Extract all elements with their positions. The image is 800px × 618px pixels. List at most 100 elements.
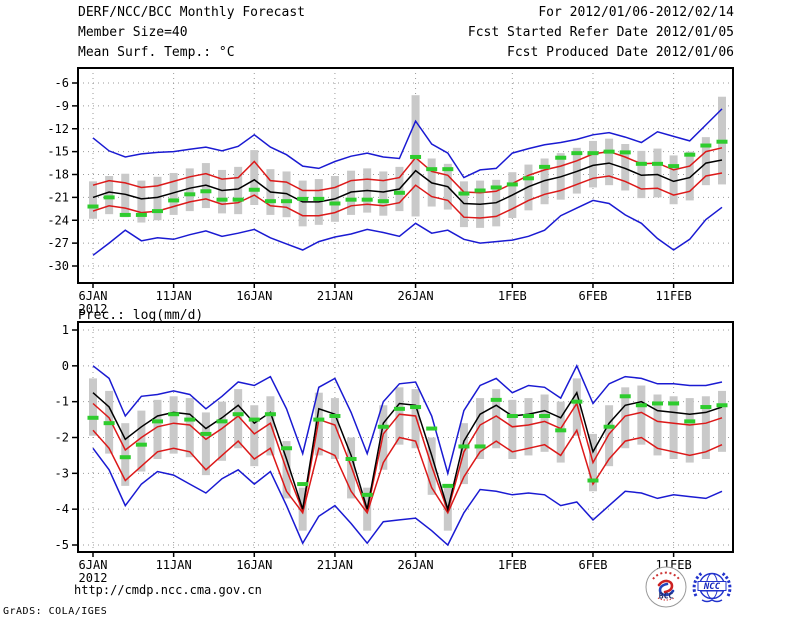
- x-axis-tick-label: 21JAN: [317, 289, 353, 303]
- ensemble-max-line: [92, 108, 723, 179]
- ensemble-spread-bar: [621, 144, 630, 191]
- ensemble-spread-bar: [476, 398, 485, 459]
- ensemble-spread-bar: [669, 155, 678, 205]
- x-axis-tick-label: 6FEB: [579, 289, 608, 303]
- ensemble-spread-bar: [105, 176, 114, 215]
- x-axis-tick-label: 21JAN: [317, 558, 353, 572]
- ncc-logo-text: NCC: [703, 582, 721, 592]
- y-axis-tick-label: -30: [47, 259, 69, 273]
- ncc-logo: NCC: [692, 571, 732, 603]
- temperature-chart-title: Mean Surf. Temp.: °C: [78, 45, 235, 60]
- upper-spread-line: [92, 147, 723, 194]
- y-axis-tick-label: -27: [47, 236, 69, 250]
- ensemble-spread-bar: [411, 389, 420, 449]
- ensemble-mean-line: [92, 159, 723, 205]
- ensemble-spread-bar: [266, 396, 275, 456]
- ensemble-spread-bar: [250, 405, 259, 467]
- ensemble-min-line: [92, 447, 723, 547]
- ensemble-spread-bar: [669, 396, 678, 459]
- lower-spread-line: [92, 172, 723, 219]
- ncc-logo-waves: [701, 599, 723, 603]
- ensemble-spread-bar: [588, 140, 597, 188]
- grads-credit: GrADS: COLA/IGES: [3, 606, 108, 617]
- ensemble-spread-bar: [395, 387, 404, 445]
- y-axis-tick-label: -1: [55, 395, 69, 409]
- y-axis-tick-label: -2: [55, 431, 69, 445]
- ensemble-spread-bar: [169, 396, 178, 454]
- x-axis-tick-label: 11JAN: [156, 558, 192, 572]
- x-axis-tick-label: 26JAN: [398, 289, 434, 303]
- y-axis-tick-label: 1: [62, 323, 69, 337]
- y-axis-tick-label: -15: [47, 145, 69, 159]
- ensemble-spread-bar: [234, 166, 243, 215]
- x-axis-tick-label: 1FEB: [498, 289, 527, 303]
- chart-frame: [77, 321, 734, 553]
- x-axis-tick-label: 6JAN: [79, 558, 108, 572]
- member-size-label: Member Size=40: [78, 25, 188, 40]
- ensemble-spread-bar: [185, 168, 194, 212]
- ensemble-spread-bar: [685, 398, 694, 463]
- upper-spread-line: [92, 401, 723, 514]
- forecast-range-label: For 2012/01/06-2012/02/14: [538, 5, 734, 20]
- ncc-logo-right-wreath: [721, 571, 732, 597]
- ensemble-spread-bar: [653, 394, 662, 456]
- ensemble-spread-bar: [218, 169, 227, 214]
- ensemble-spread-bar: [250, 150, 259, 205]
- ensemble-spread-bar: [685, 151, 694, 201]
- y-axis-tick-label: -21: [47, 190, 69, 204]
- ensemble-spread-bar: [492, 389, 501, 449]
- ensemble-max-line: [92, 364, 723, 477]
- bcc-logo-bottom-arc-text: [657, 597, 675, 601]
- ensemble-spread-bar: [137, 180, 146, 223]
- ensemble-spread-bar: [653, 148, 662, 198]
- x-axis-tick-label: 6JAN: [79, 289, 108, 303]
- ensemble-spread-bar: [540, 394, 549, 452]
- x-axis-tick-label: 1FEB: [498, 558, 527, 572]
- x-axis-year-label: 2012: [79, 571, 108, 585]
- ensemble-spread-bar: [169, 172, 178, 215]
- ensemble-spread-bar: [701, 396, 710, 459]
- bcc-logo-blue-swirl: [658, 582, 675, 597]
- x-axis-tick-label: 16JAN: [236, 289, 272, 303]
- ensemble-spread-bar: [137, 410, 146, 472]
- ensemble-spread-bar: [508, 399, 517, 459]
- x-axis-tick-label: 26JAN: [398, 558, 434, 572]
- ensemble-spread-bar: [718, 390, 726, 452]
- x-axis-tick-label: 16JAN: [236, 558, 272, 572]
- y-axis-tick-label: -6: [55, 76, 69, 90]
- bcc-logo: BCC: [645, 566, 687, 608]
- ensemble-spread-bar: [605, 138, 614, 186]
- ensemble-spread-bar: [201, 412, 210, 476]
- ensemble-spread-bar: [637, 385, 646, 445]
- ensemble-spread-bar: [701, 137, 710, 186]
- ensemble-spread-bar: [605, 405, 614, 467]
- x-axis-tick-label: 11JAN: [156, 289, 192, 303]
- y-axis-tick-label: 0: [62, 359, 69, 373]
- ensemble-spread-bar: [234, 389, 243, 449]
- source-url: http://cmdp.ncc.cma.gov.cn: [74, 583, 262, 597]
- ensemble-mean-line: [92, 390, 723, 513]
- ensemble-spread-bar: [314, 392, 323, 456]
- ensemble-spread-bar: [298, 180, 307, 227]
- x-axis-year-label: 2012: [79, 302, 108, 316]
- ensemble-spread-bar: [121, 173, 130, 218]
- ensemble-spread-bar: [330, 398, 339, 459]
- bcc-logo-top-arc-text: [652, 571, 680, 580]
- ensemble-spread-bar: [89, 181, 97, 219]
- bcc-logo-red-swirl: [657, 579, 674, 594]
- ensemble-spread-bar: [379, 171, 388, 216]
- ncc-logo-banner: [697, 581, 727, 591]
- fcst-produced-date-label: Fcst Produced Date 2012/01/06: [507, 45, 734, 60]
- ensemble-spread-bar: [153, 399, 162, 459]
- precipitation-chart-title: Prec.: log(mm/d): [78, 308, 204, 323]
- y-axis-tick-label: -12: [47, 122, 69, 136]
- ensemble-min-line: [92, 199, 723, 256]
- y-axis-tick-label: -5: [55, 538, 69, 552]
- page-title: DERF/NCC/BCC Monthly Forecast: [78, 5, 305, 20]
- y-axis-tick-label: -3: [55, 466, 69, 480]
- x-axis-tick-label: 11FEB: [656, 289, 692, 303]
- ensemble-spread-bar: [89, 378, 97, 436]
